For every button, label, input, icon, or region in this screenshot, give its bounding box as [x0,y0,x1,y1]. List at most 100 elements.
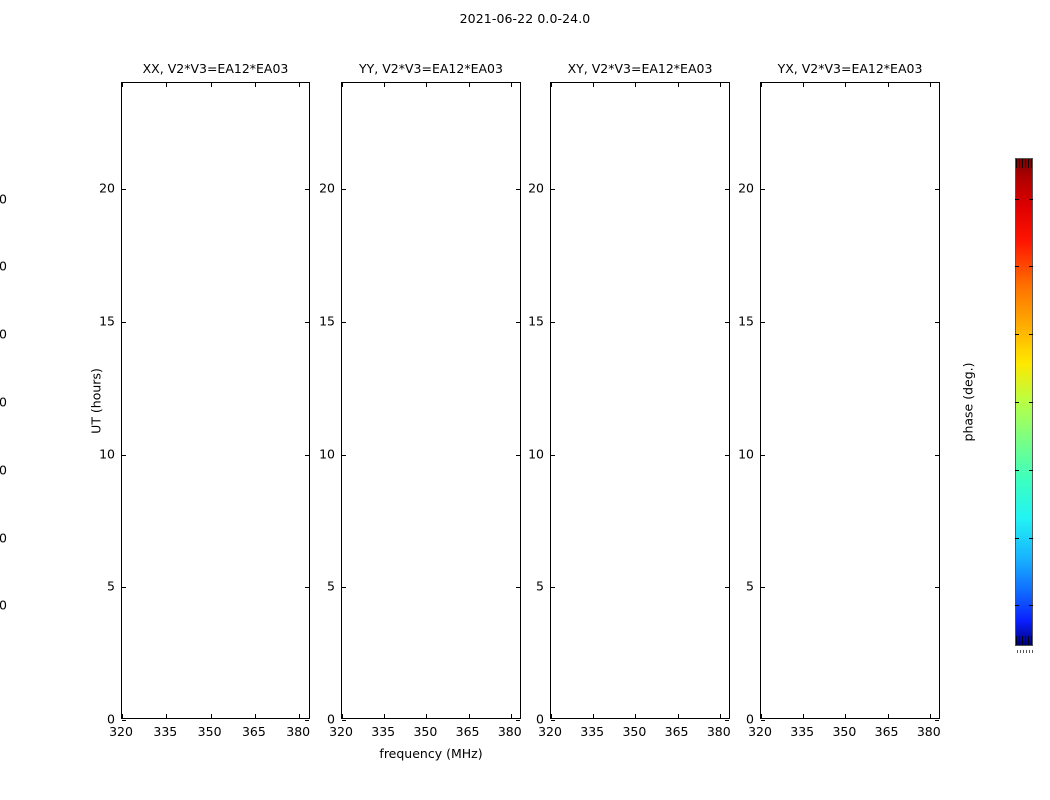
x-tick-label: 350 [832,724,857,739]
x-tick-label: 335 [790,724,815,739]
y-tick-mark [551,720,555,721]
x-tick-mark [719,83,721,87]
colorbar-tick-label: 150 [0,191,7,207]
y-tick-mark [305,189,309,191]
y-tick-mark [761,587,765,589]
x-tick-label: 350 [622,724,647,739]
x-tick-mark [299,83,301,87]
y-tick-label: 20 [99,180,115,196]
x-tick-mark [593,714,595,718]
panel-title-yy: YY, V2*V3=EA12*EA03 [359,61,503,76]
y-tick-mark [761,720,765,721]
x-tick-label: 350 [413,724,438,739]
x-tick-label: 365 [664,724,689,739]
colorbar-tick-mark [1029,198,1033,200]
x-tick-label: 320 [748,724,772,739]
y-tick-label: 15 [528,313,544,329]
x-tick-mark [551,714,552,718]
y-tick-mark [551,454,555,456]
y-tick-label: 10 [319,446,335,462]
x-tick-label: 365 [455,724,480,739]
colorbar-tick-mark [1029,537,1033,539]
y-tick-mark [725,454,729,456]
colorbar-tick-mark [1029,266,1033,268]
colorbar-tick-label: −150 [0,597,7,613]
x-tick-label: 320 [109,724,133,739]
y-tick-mark [342,321,346,323]
x-tick-mark [426,714,428,718]
y-tick-mark [551,321,555,323]
colorbar-tick-mark [1015,266,1019,268]
x-tick-mark [384,714,386,718]
x-tick-mark [677,83,679,87]
y-tick-mark [516,454,520,456]
y-tick-label: 5 [746,578,754,594]
y-tick-mark [305,321,309,323]
y-tick-mark [342,454,346,456]
y-tick-mark [305,720,309,721]
y-tick-label: 0 [107,711,115,727]
y-tick-label: 20 [528,180,544,196]
plot-panel-yy[interactable]: YY, V2*V3=EA12*EA03 [341,61,521,721]
colorbar[interactable] [1015,158,1033,646]
colorbar-tick-mark [1015,605,1019,607]
x-tick-mark [677,714,679,718]
y-tick-label: 10 [528,446,544,462]
x-tick-mark [210,83,212,87]
x-tick-mark [929,714,931,718]
x-tick-mark [254,714,256,718]
colorbar-tick-label: 100 [0,258,7,274]
x-tick-mark [635,714,637,718]
y-tick-mark [761,189,765,191]
y-tick-mark [122,720,126,721]
plot-panel-xy[interactable]: XY, V2*V3=EA12*EA03 [550,61,730,721]
colorbar-axis-label: phase (deg.) [960,362,976,442]
figure-suptitle: 2021-06-22 0.0-24.0 [459,11,591,26]
x-tick-mark [510,714,512,718]
colorbar-tick-mark [1029,605,1033,607]
y-tick-label: 5 [327,578,335,594]
x-tick-label: 335 [580,724,605,739]
y-tick-label: 5 [536,578,544,594]
y-tick-label: 0 [746,711,754,727]
y-tick-mark [122,587,126,589]
x-tick-mark [210,714,212,718]
x-tick-mark [845,83,847,87]
x-tick-label: 335 [371,724,396,739]
x-tick-label: 365 [874,724,899,739]
colorbar-over-endcap [1016,159,1032,168]
plot-panel-yx[interactable]: YX, V2*V3=EA12*EA03 [760,61,940,721]
x-tick-mark [342,714,343,718]
x-tick-mark [929,83,931,87]
y-tick-mark [342,189,346,191]
y-tick-mark [725,720,729,721]
y-tick-mark [935,454,939,456]
colorbar-bad-value-marker [1017,650,1033,653]
y-tick-mark [122,189,126,191]
y-tick-label: 20 [738,180,754,196]
y-tick-mark [761,321,765,323]
colorbar-tick-mark [1015,198,1019,200]
y-tick-label: 10 [738,446,754,462]
x-tick-mark [122,714,123,718]
x-tick-mark [468,83,470,87]
x-tick-label: 380 [916,724,941,739]
colorbar-tick-label: −100 [0,530,7,546]
y-tick-mark [935,720,939,721]
plot-panel-xx[interactable]: XX, V2*V3=EA12*EA03 [121,61,310,721]
panel-title-yx: YX, V2*V3=EA12*EA03 [777,61,923,76]
x-tick-mark [468,714,470,718]
x-tick-mark [845,714,847,718]
y-tick-label: 0 [536,711,544,727]
colorbar-tick-mark [1015,469,1019,471]
y-tick-mark [305,454,309,456]
y-tick-mark [516,587,520,589]
x-tick-mark [761,83,762,87]
x-tick-label: 335 [153,724,178,739]
x-tick-label: 350 [197,724,222,739]
y-tick-mark [935,587,939,589]
y-tick-mark [342,720,346,721]
x-tick-mark [719,714,721,718]
colorbar-tick-mark [1015,334,1019,336]
